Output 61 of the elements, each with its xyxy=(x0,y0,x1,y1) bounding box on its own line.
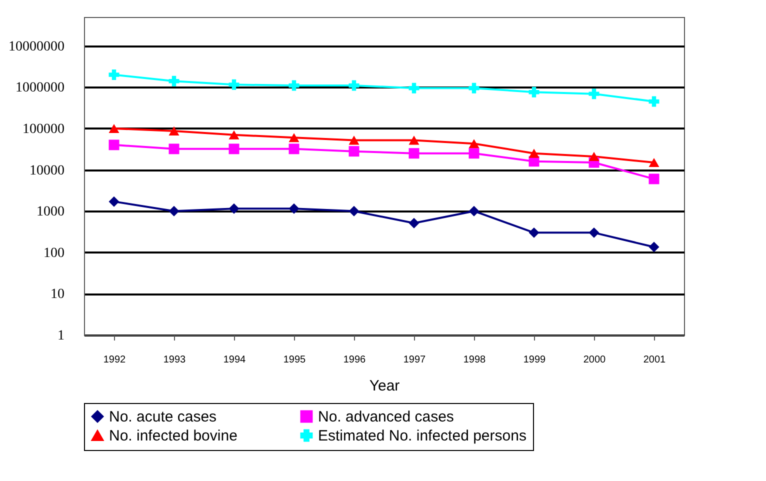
point xyxy=(528,86,540,98)
x-tick-label: 1992 xyxy=(103,354,126,366)
point xyxy=(528,148,540,158)
legend-label: No. infected bovine xyxy=(109,428,238,444)
point xyxy=(468,82,480,94)
y-tick-label: 10000 xyxy=(30,163,64,178)
point xyxy=(348,80,360,91)
point xyxy=(408,218,420,228)
point xyxy=(228,130,240,140)
point xyxy=(648,174,660,184)
point xyxy=(288,203,300,214)
point xyxy=(168,206,180,216)
point xyxy=(288,144,300,154)
point xyxy=(408,82,420,94)
point xyxy=(228,144,240,154)
y-tick-label: 1 xyxy=(58,328,64,344)
point xyxy=(348,146,360,157)
y-tick-label: 1000000 xyxy=(16,80,64,96)
point xyxy=(228,79,240,90)
x-tick-label: 1997 xyxy=(403,354,426,366)
legend-label: Estimated No. infected persons xyxy=(318,428,526,444)
point xyxy=(468,139,480,148)
y-tick-label: 10000000 xyxy=(8,39,64,54)
point xyxy=(108,140,120,150)
legend-label: No. advanced cases xyxy=(318,408,454,426)
legend-label: No. acute cases xyxy=(109,408,217,426)
point xyxy=(348,206,360,216)
point xyxy=(408,136,420,145)
x-axis-title: Year xyxy=(369,378,400,394)
point xyxy=(588,227,600,238)
y-tick-label: 100 xyxy=(44,246,64,261)
x-tick-label: 1998 xyxy=(463,354,486,366)
point xyxy=(168,76,180,86)
point xyxy=(168,144,180,154)
point xyxy=(468,206,480,216)
point xyxy=(648,96,660,107)
point xyxy=(408,148,420,159)
x-tick-label: 1993 xyxy=(163,354,186,366)
point xyxy=(168,126,180,136)
y-tick-label: 1000 xyxy=(36,204,64,220)
point xyxy=(468,148,480,159)
point xyxy=(648,158,660,168)
point xyxy=(588,88,600,100)
y-tick-label: 10 xyxy=(50,287,64,302)
x-tick-label: 2000 xyxy=(583,354,606,366)
point xyxy=(528,227,540,238)
point xyxy=(588,152,600,162)
point xyxy=(228,203,240,214)
point xyxy=(108,196,120,207)
x-tick-label: 2001 xyxy=(643,354,666,366)
point xyxy=(108,124,120,134)
x-tick-label: 1999 xyxy=(523,354,546,366)
y-tick-label: 100000 xyxy=(22,122,64,137)
point xyxy=(288,80,300,91)
x-tick-label: 1994 xyxy=(223,354,246,366)
point xyxy=(348,136,360,145)
point xyxy=(288,133,300,142)
point xyxy=(108,69,120,80)
x-tick-label: 1996 xyxy=(343,354,366,366)
x-tick-label: 1995 xyxy=(283,354,306,366)
point xyxy=(648,242,660,252)
